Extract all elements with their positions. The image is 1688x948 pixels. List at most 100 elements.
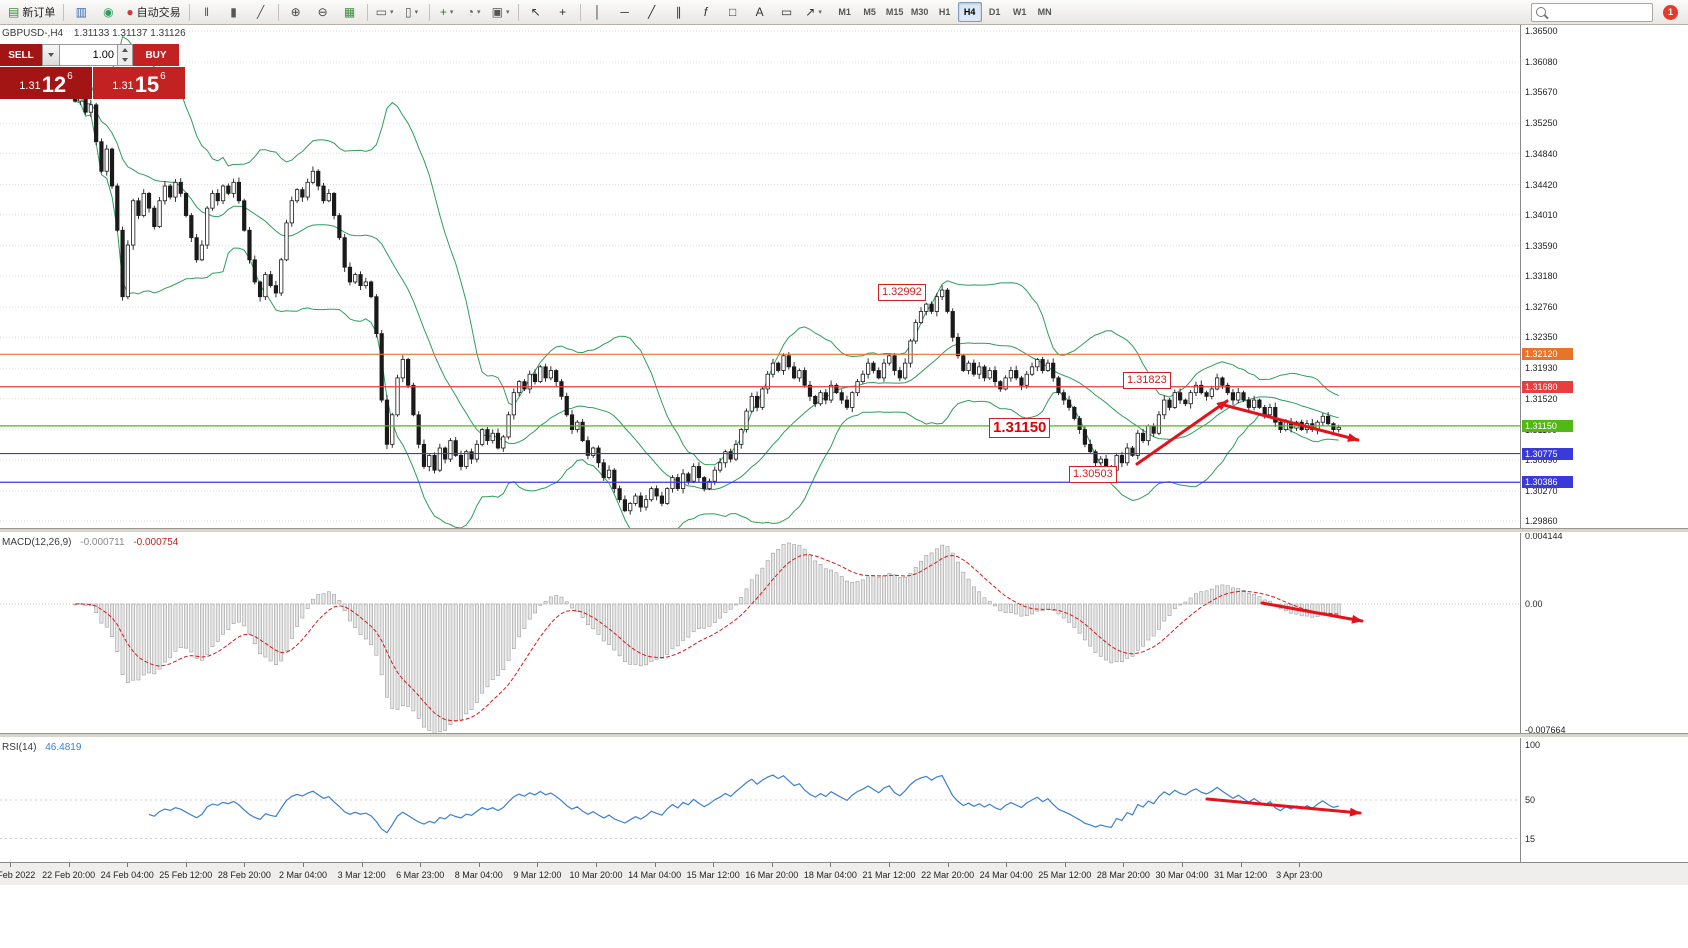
price-tag: 1.30775 <box>1522 447 1573 460</box>
timeframe-m15[interactable]: M15 <box>885 7 904 17</box>
bar-chart-icon[interactable]: ‖ <box>194 1 220 23</box>
tile-windows-icon[interactable]: ▭ ▾ <box>372 1 398 23</box>
chevron-down-icon: ▾ <box>390 9 394 16</box>
price-scale-label: 1.35670 <box>1525 87 1558 98</box>
time-tick <box>1006 863 1008 867</box>
search-input[interactable] <box>1551 4 1639 20</box>
tile-windows-icon-glyph: ▭ <box>375 5 387 19</box>
buy-price-display[interactable]: 1.31 15 6 <box>93 67 185 99</box>
price-annotation[interactable]: 1.31823 <box>1123 372 1171 389</box>
sell-button[interactable]: SELL <box>0 44 42 66</box>
volume-decrease-button[interactable] <box>118 55 132 65</box>
label-icon[interactable]: ▭ <box>774 1 800 23</box>
time-axis-label: 14 Mar 04:00 <box>628 870 682 880</box>
trend-arrow[interactable] <box>1135 399 1229 466</box>
chevron-down-icon: ▾ <box>476 9 481 16</box>
time-axis-label: 25 Mar 12:00 <box>1038 870 1092 880</box>
volume-increase-button[interactable] <box>118 45 132 55</box>
toolbar-separator <box>366 3 368 21</box>
timeframe-d1[interactable]: D1 <box>988 7 1001 17</box>
search-box[interactable] <box>1531 2 1653 22</box>
market-watch-icon[interactable]: ▥ <box>68 1 94 23</box>
arrange-windows-icon[interactable]: ▯ ▾ <box>399 1 425 23</box>
price-scale-label: 1.36500 <box>1525 26 1558 36</box>
rsi-scale-label: 100 <box>1525 740 1541 750</box>
volume-input[interactable] <box>60 44 118 66</box>
price-annotation[interactable]: 1.32992 <box>878 284 926 301</box>
symbol-ohlc-label: GBPUSD-,H4 1.31133 1.31137 1.31126 <box>2 28 186 39</box>
up-arrow-icon <box>122 48 128 52</box>
candlestick-chart-icon-glyph: ▮ <box>230 5 237 19</box>
new-order-button-label: 新订单 <box>22 7 56 19</box>
arrows-tool-icon[interactable]: ↗ ▾ <box>801 1 827 23</box>
template-icon[interactable]: ▣ ▾ <box>488 1 514 23</box>
pane-separator[interactable] <box>0 528 1688 533</box>
candlestick-series <box>72 93 1341 515</box>
shapes-icon-glyph: □ <box>728 5 737 19</box>
timeframe-h4[interactable]: H4 <box>957 2 982 22</box>
price-annotation[interactable]: 1.30503 <box>1069 466 1117 483</box>
trend-arrow[interactable] <box>1218 402 1360 442</box>
time-tick <box>889 863 890 867</box>
time-axis[interactable]: 21 Feb 2022 22 Feb 20:00 24 Feb 04:00 25 Fe… <box>0 862 1688 885</box>
market-watch-icon-glyph: ▥ <box>75 5 88 19</box>
indicators-icon[interactable]: + ▾ <box>434 1 460 23</box>
trendline-icon[interactable]: ╱ <box>639 1 665 23</box>
new-order-button[interactable]: ▤ 新订单 <box>4 1 59 23</box>
sell-price-display[interactable]: 1.31 12 6 <box>0 67 92 99</box>
text-icon[interactable]: A <box>747 1 773 23</box>
buy-button[interactable]: BUY <box>133 44 179 66</box>
time-tick <box>713 863 715 867</box>
macd-signal-line <box>74 554 1339 722</box>
time-tick <box>537 863 539 867</box>
price-tag: 1.31680 <box>1522 380 1573 393</box>
price-annotation[interactable]: 1.31150 <box>989 418 1051 438</box>
trend-arrow[interactable] <box>1205 797 1362 817</box>
template-icon-glyph: ▣ <box>491 5 503 19</box>
price-scale-label: 1.32350 <box>1525 332 1558 343</box>
time-axis-label: 10 Mar 20:00 <box>569 870 623 880</box>
period-icon[interactable]: ◔ ▾ <box>461 1 487 23</box>
horizontal-line-icon[interactable]: ─ <box>612 1 638 23</box>
notification-badge[interactable]: 1 <box>1663 4 1678 20</box>
timeframe-mn[interactable]: MN <box>1037 7 1052 17</box>
timeframe-h1[interactable]: H1 <box>938 7 951 17</box>
shapes-icon[interactable]: □ <box>720 1 746 23</box>
time-tick <box>185 863 187 867</box>
timeframe-w1[interactable]: W1 <box>1012 7 1027 17</box>
main-chart-pane[interactable] <box>0 25 1520 528</box>
timeframe-m1[interactable]: M1 <box>838 7 851 17</box>
time-tick <box>10 863 11 867</box>
autotrading-button[interactable]: ● 自动交易 <box>122 1 184 23</box>
zoom-out-icon[interactable]: ⊖ <box>310 1 336 23</box>
chart-grid-icon[interactable]: ▦ <box>337 1 363 23</box>
macd-pane[interactable] <box>0 533 1520 733</box>
timeframe-m30[interactable]: M30 <box>910 7 929 17</box>
cursor-icon[interactable]: ↖ <box>523 1 549 23</box>
crosshair-icon[interactable]: + <box>550 1 576 23</box>
volume-dropdown[interactable] <box>42 44 60 66</box>
rsi-pane[interactable] <box>0 738 1520 862</box>
data-window-icon[interactable]: ◉ <box>95 1 121 23</box>
pane-separator[interactable] <box>0 733 1688 738</box>
candlestick-chart-icon[interactable]: ▮ <box>221 1 247 23</box>
timeframe-m5[interactable]: M5 <box>863 7 876 17</box>
fibonacci-icon[interactable]: f <box>693 1 719 23</box>
time-axis-label: 22 Feb 20:00 <box>42 870 96 880</box>
price-scale[interactable]: 1.36500 1.36080 1.35670 1.35250 1.34840 1.344… <box>1520 25 1688 862</box>
time-axis-label: 8 Mar 04:00 <box>454 870 503 880</box>
channel-icon[interactable]: ∥ <box>666 1 692 23</box>
one-click-trading-panel: SELL BUY 1.31 12 6 1.31 15 6 <box>0 44 185 99</box>
rsi-line <box>148 774 1339 834</box>
toolbar-separator <box>579 3 581 21</box>
trend-arrow[interactable] <box>1260 601 1364 624</box>
price-scale-label: 1.30270 <box>1525 485 1558 496</box>
ohlc-values: 1.31133 1.31137 1.31126 <box>73 28 186 39</box>
time-tick <box>1182 863 1183 867</box>
vertical-line-icon[interactable]: │ <box>585 1 611 23</box>
toolbar-separator <box>188 3 190 21</box>
toolbar-separator <box>63 3 65 21</box>
buy-price-small: 1.31 <box>112 80 134 92</box>
zoom-in-icon[interactable]: ⊕ <box>283 1 309 23</box>
line-chart-icon[interactable]: ╱ <box>248 1 274 23</box>
